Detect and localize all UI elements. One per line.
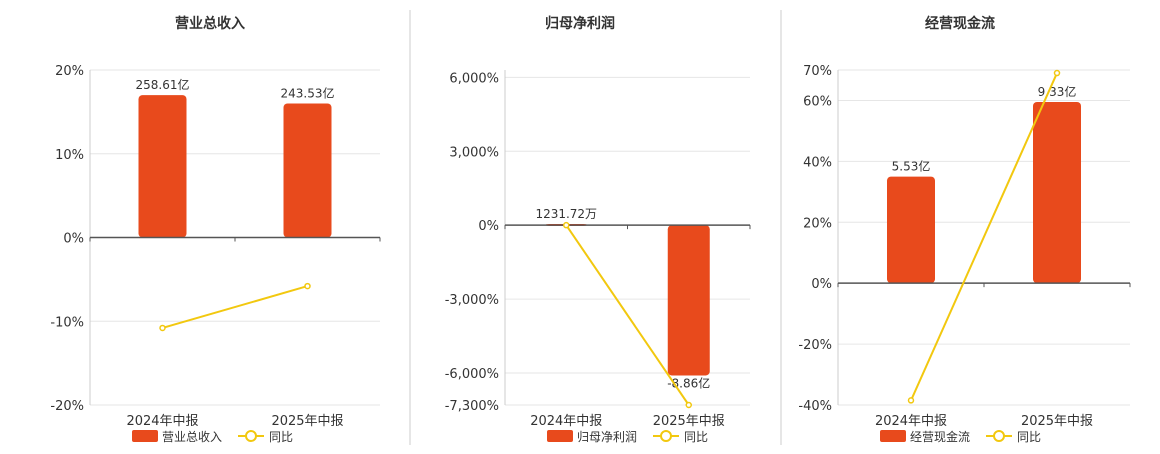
chart-title: 归母净利润 [545,15,615,32]
y-tick-label: -10% [50,315,84,330]
legend-bar-label: 归母净利润 [577,430,637,444]
x-tick-label: 2025年中报 [1021,414,1093,429]
yoy-line [162,285,308,329]
legend-bar-label: 营业总收入 [162,430,222,444]
bar-data-label: 1231.72万 [535,207,597,221]
legend-bar-label: 经营现金流 [910,429,970,444]
y-tick-label: 20% [803,216,832,231]
legend-bar-swatch [132,430,158,442]
chart-panel-2: 归母净利润 6,000% 3,000% 0% -3,000% -6,000% -7,300%… [445,15,751,444]
bar [887,176,935,284]
yoy-point [1053,69,1061,77]
yoy-line [910,72,1058,401]
bar [138,95,187,238]
y-tick-label: 70% [803,64,832,79]
legend-line-label: 同比 [684,430,708,444]
chart-panel-3: 经营现金流 70% 60% 40% 20% 0% -20% -40% 5.53亿 9.33亿 202… [798,15,1131,444]
y-tick-label: -20% [50,399,84,414]
y-tick-label: -7,300% [445,399,499,414]
x-tick-label: 2024年中报 [126,414,198,429]
y-tick-label: -20% [798,338,832,353]
y-tick-label: -40% [798,399,832,414]
y-tick-label: 0% [811,277,832,292]
bar [283,103,332,238]
y-tick-label: 20% [55,64,84,79]
chart-panel-1: 营业总收入 20% 10% 0% -10% -20% 258.61亿 243.53亿 2024年… [50,15,381,444]
bar-data-label: -8.86亿 [667,375,710,390]
legend-line-label: 同比 [269,430,293,444]
bar [1033,101,1081,284]
legend-bar-swatch [880,430,906,442]
yoy-point [304,282,311,290]
x-tick-label: 2025年中报 [271,414,343,429]
y-tick-label: 6,000% [449,71,499,86]
x-tick-label: 2024年中报 [530,414,602,429]
y-tick-label: 3,000% [449,145,499,160]
legend-line-marker [660,430,672,442]
yoy-point [159,324,166,332]
bar [667,225,710,376]
y-tick-label: 40% [803,155,832,170]
chart-title: 经营现金流 [925,15,995,32]
bar-data-label: 258.61亿 [136,77,190,92]
y-tick-label: 0% [63,232,84,247]
legend-line-marker [245,430,257,442]
legend-line-marker [993,430,1005,442]
x-tick-label: 2025年中报 [653,414,725,429]
y-tick-label: 10% [55,148,84,163]
yoy-point [685,401,692,409]
bar-data-label: 243.53亿 [281,86,335,101]
legend-line-label: 同比 [1017,430,1041,444]
y-tick-label: 60% [803,94,832,109]
yoy-line [565,224,690,406]
chart-title: 营业总收入 [175,15,245,32]
yoy-point [563,221,570,229]
y-tick-label: 0% [478,219,499,234]
bar-data-label: 9.33亿 [1038,84,1077,99]
yoy-point [907,397,915,404]
y-tick-label: -3,000% [445,293,499,308]
x-tick-label: 2024年中报 [875,414,947,429]
y-tick-label: -6,000% [445,367,499,382]
bar-data-label: 5.53亿 [892,159,931,174]
legend-bar-swatch [547,430,573,442]
